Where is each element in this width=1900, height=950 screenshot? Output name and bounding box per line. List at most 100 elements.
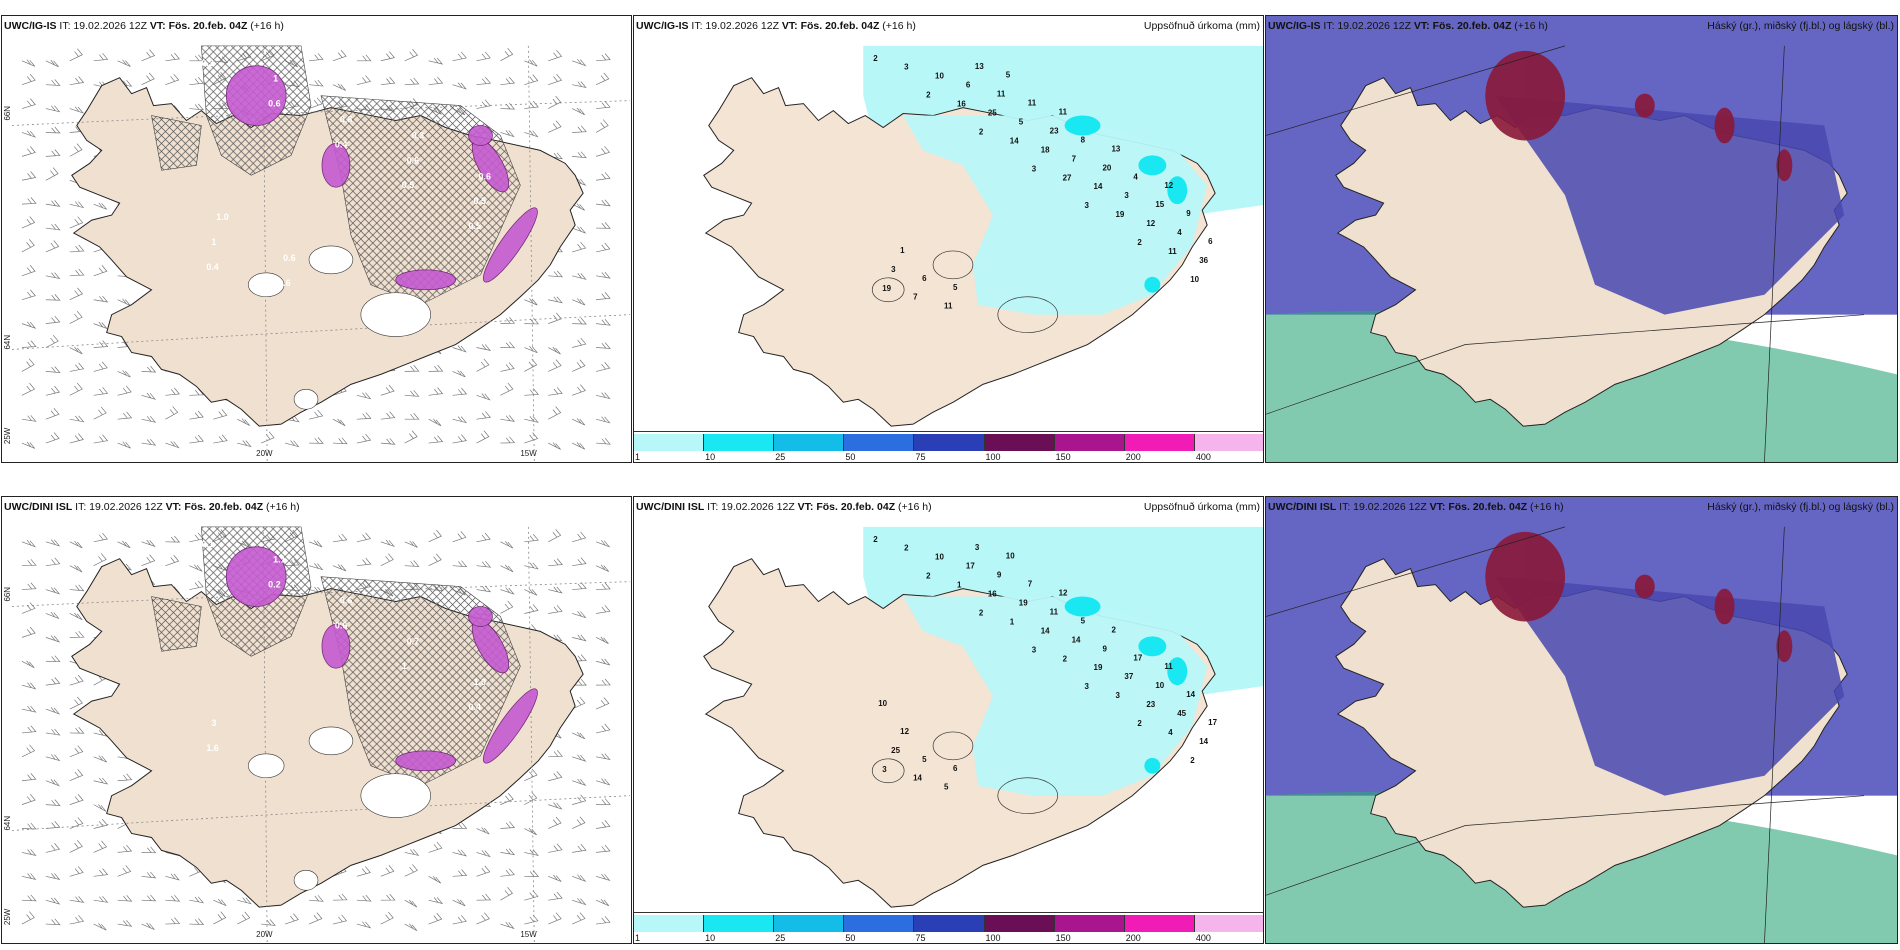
colorbar-swatch bbox=[844, 434, 915, 451]
precip-value-label: 2 bbox=[979, 608, 984, 617]
precip-value-label: 19 bbox=[1094, 663, 1103, 672]
precip-value-label: 11 bbox=[1050, 607, 1059, 616]
snow-value-label: 0.7 bbox=[407, 636, 419, 646]
precip-value-label: 7 bbox=[1072, 154, 1077, 163]
panel-header: UWC/DINI ISL IT: 19.02.2026 12Z VT: Fös.… bbox=[4, 501, 300, 513]
precip-value-labels: 2223322211234310161419231414171914374525… bbox=[873, 535, 1217, 792]
snow-value-label: 0.6 bbox=[407, 155, 419, 165]
axis-labels: 20W 15W 66N 64N 25W bbox=[3, 106, 537, 458]
snow-value-label: 6 bbox=[345, 571, 350, 581]
snow-value-label: 0.4 bbox=[469, 702, 481, 712]
glacier-outlines bbox=[871, 731, 1059, 814]
snow-value-label: 1 bbox=[402, 661, 407, 671]
latitude-label: 25W bbox=[3, 908, 12, 925]
mid-cloud-over-land bbox=[1495, 576, 1845, 796]
panel-header: UWC/DINI ISL IT: 19.02.2026 12Z VT: Fös.… bbox=[636, 501, 932, 513]
precip-value-label: 17 bbox=[966, 562, 975, 571]
precip-value-label: 4 bbox=[1168, 728, 1173, 737]
snow-value-label: 1 bbox=[211, 237, 216, 247]
precip-value-label: 23 bbox=[1146, 700, 1155, 709]
colorbar-swatch bbox=[774, 434, 845, 451]
wind-snow-map: 0.1 0.2 0.6 1 0.4 1.6 1.1 0.6 0.7 1.0 3 3 6 20W 15W 66N… bbox=[3, 526, 631, 943]
precip-value-label: 5 bbox=[922, 755, 927, 764]
precip-value-label: 5 bbox=[1006, 71, 1011, 80]
precip-value-label: 6 bbox=[953, 764, 958, 773]
precip-value-label: 11 bbox=[1028, 99, 1037, 108]
precip-value-label: 14 bbox=[1072, 635, 1081, 644]
precip-colorbar: 1 10 25 50 75 100 150 200 400 bbox=[634, 431, 1263, 462]
panel-cloud-top: UWC/IG-IS IT: 19.02.2026 12Z VT: Fös. 20… bbox=[1265, 15, 1898, 463]
panel-header: UWC/IG-IS IT: 19.02.2026 12Z VT: Fös. 20… bbox=[1268, 20, 1548, 32]
precip-field-heavy bbox=[1064, 115, 1188, 293]
colorbar-swatch bbox=[634, 915, 705, 932]
snow-value-label: 1.0 bbox=[216, 212, 228, 222]
colorbar-label: 150 bbox=[1055, 452, 1071, 462]
panel-header: UWC/IG-IS IT: 19.02.2026 12Z VT: Fös. 20… bbox=[636, 20, 916, 32]
snow-value-label: 0.6 bbox=[278, 278, 290, 288]
snow-value-label: 0.8 bbox=[340, 115, 352, 125]
colorbar-swatch bbox=[984, 915, 1055, 932]
precip-value-label: 3 bbox=[1115, 691, 1120, 700]
precip-value-label: 7 bbox=[913, 293, 918, 302]
precip-value-label: 3 bbox=[904, 63, 909, 72]
precip-value-label: 2 bbox=[926, 91, 931, 100]
precip-field-heavy bbox=[1064, 596, 1188, 774]
precip-value-label: 11 bbox=[944, 302, 953, 311]
panel-field-title: Háský (gr.), miðský (fj.bl.) og lágský (… bbox=[1707, 501, 1894, 513]
panel-wind-snow-top: UWC/IG-IS IT: 19.02.2026 12Z VT: Fös. 20… bbox=[1, 15, 632, 463]
precip-value-label: 14 bbox=[1199, 737, 1208, 746]
precip-value-label: 9 bbox=[997, 571, 1002, 580]
precip-value-label: 4 bbox=[1133, 172, 1138, 181]
precip-value-label: 5 bbox=[1019, 118, 1024, 127]
colorbar-label: 200 bbox=[1125, 452, 1141, 462]
precip-value-label: 6 bbox=[1208, 237, 1213, 246]
precip-value-label: 17 bbox=[1133, 653, 1142, 662]
colorbar-swatch bbox=[1124, 434, 1195, 451]
snow-value-label: 0.3 bbox=[412, 130, 424, 140]
panel-precip-top: UWC/IG-IS IT: 19.02.2026 12Z VT: Fös. 20… bbox=[633, 15, 1264, 463]
colorbar-swatch bbox=[704, 434, 775, 451]
precip-value-label: 5 bbox=[953, 283, 958, 292]
precip-value-label: 10 bbox=[1155, 681, 1164, 690]
snow-labels: 0.3 0.6 0.4 0.5 0.5 0.4 1 0.8 0.6 0.5 1 0.6 0.5 0.3 0.… bbox=[201, 58, 491, 288]
panel-wind-snow-bottom: UWC/DINI ISL IT: 19.02.2026 12Z VT: Fös.… bbox=[1, 496, 632, 944]
snow-value-label: 1 bbox=[273, 74, 278, 84]
precip-value-label: 12 bbox=[900, 727, 909, 736]
precip-value-label: 10 bbox=[878, 699, 887, 708]
precip-value-label: 14 bbox=[913, 774, 922, 783]
colorbar-label: 100 bbox=[985, 452, 1001, 462]
precip-value-label: 12 bbox=[1059, 589, 1068, 598]
panel-precip-bottom: UWC/DINI ISL IT: 19.02.2026 12Z VT: Fös.… bbox=[633, 496, 1264, 944]
colorbar-label: 200 bbox=[1125, 933, 1141, 943]
precip-value-label: 18 bbox=[1041, 145, 1050, 154]
precip-value-label: 2 bbox=[1111, 625, 1116, 634]
precip-value-label: 12 bbox=[1146, 219, 1155, 228]
snow-intensity-blobs bbox=[225, 546, 538, 772]
precip-value-label: 4 bbox=[1177, 228, 1182, 237]
colorbar-label: 150 bbox=[1055, 933, 1071, 943]
precip-value-label: 16 bbox=[988, 590, 997, 599]
panel-header: UWC/IG-IS IT: 19.02.2026 12Z VT: Fös. 20… bbox=[4, 20, 284, 32]
latitude-label: 64N bbox=[3, 335, 12, 350]
precip-value-label: 6 bbox=[966, 81, 971, 90]
colorbar-swatch bbox=[1054, 434, 1125, 451]
colorbar-swatch bbox=[1194, 434, 1263, 451]
precip-value-label: 11 bbox=[997, 90, 1006, 99]
snow-value-label: 1.6 bbox=[206, 743, 218, 753]
precip-value-label: 5 bbox=[1081, 616, 1086, 625]
snow-value-label: 1.0 bbox=[474, 677, 486, 687]
precip-value-label: 14 bbox=[1094, 182, 1103, 191]
longitude-label: 20W bbox=[256, 930, 273, 939]
precip-value-label: 2 bbox=[1063, 654, 1068, 663]
snow-value-label: 1.1 bbox=[273, 555, 285, 565]
longitude-label: 15W bbox=[520, 930, 537, 939]
precip-value-label: 19 bbox=[1115, 210, 1124, 219]
precip-value-label: 14 bbox=[1041, 626, 1050, 635]
longitude-label: 15W bbox=[520, 449, 537, 458]
snow-value-label: 0.6 bbox=[335, 620, 347, 630]
colorbar-swatch bbox=[984, 434, 1055, 451]
panel-field-title: Uppsöfnuð úrkoma (mm) bbox=[1143, 501, 1260, 513]
snow-value-label: 0.3 bbox=[201, 58, 213, 68]
low-cloud-patches bbox=[1485, 531, 1793, 663]
precip-value-label: 25 bbox=[988, 109, 997, 118]
